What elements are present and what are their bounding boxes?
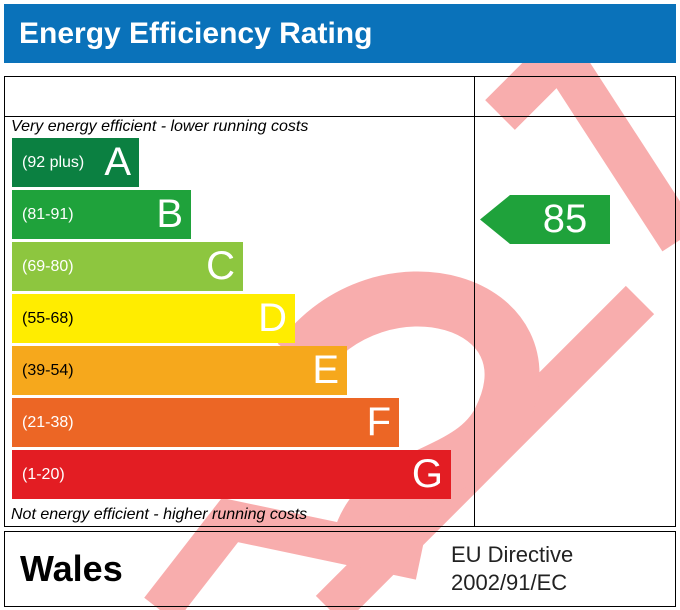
current-rating-value: 85: [542, 197, 588, 241]
directive-line-2: 2002/91/EC: [451, 570, 568, 595]
eu-directive: EU Directive 2002/91/EC: [451, 541, 573, 597]
band-letter: C: [206, 244, 235, 288]
band-letter: D: [258, 296, 287, 340]
band-range-label: (92 plus): [22, 154, 85, 171]
band-c: (69-80) C: [12, 242, 243, 291]
column-divider: [474, 76, 475, 527]
band-range-label: (39-54): [22, 362, 74, 379]
header-row-divider: [4, 116, 676, 117]
band-letter: F: [366, 400, 391, 444]
band-range-label: (55-68): [22, 310, 74, 327]
band-range-label: (21-38): [22, 414, 74, 431]
band-g: (1-20) G: [12, 450, 451, 499]
current-rating-arrow: 85: [480, 195, 610, 244]
rating-chart-frame: [4, 76, 676, 527]
arrow-shape: [480, 195, 610, 244]
band-range-label: (81-91): [22, 206, 74, 223]
band-f: (21-38) F: [12, 398, 399, 447]
band-range-label: (69-80): [22, 258, 74, 275]
top-caption: Very energy efficient - lower running co…: [11, 118, 309, 135]
band-a: (92 plus) A: [12, 138, 139, 187]
directive-line-1: EU Directive: [451, 542, 574, 567]
band-letter: A: [104, 140, 131, 184]
page-title: Energy Efficiency Rating: [4, 4, 676, 63]
country-label: Wales: [20, 548, 123, 589]
band-letter: E: [312, 348, 339, 392]
band-letter: B: [156, 192, 183, 236]
band-letter: G: [411, 452, 443, 496]
band-d: (55-68) D: [12, 294, 295, 343]
band-range-label: (1-20): [22, 466, 65, 483]
bottom-caption: Not energy efficient - higher running co…: [11, 506, 308, 523]
band-b: (81-91) B: [12, 190, 191, 239]
footer: Wales EU Directive 2002/91/EC: [4, 531, 676, 607]
band-e: (39-54) E: [12, 346, 347, 395]
